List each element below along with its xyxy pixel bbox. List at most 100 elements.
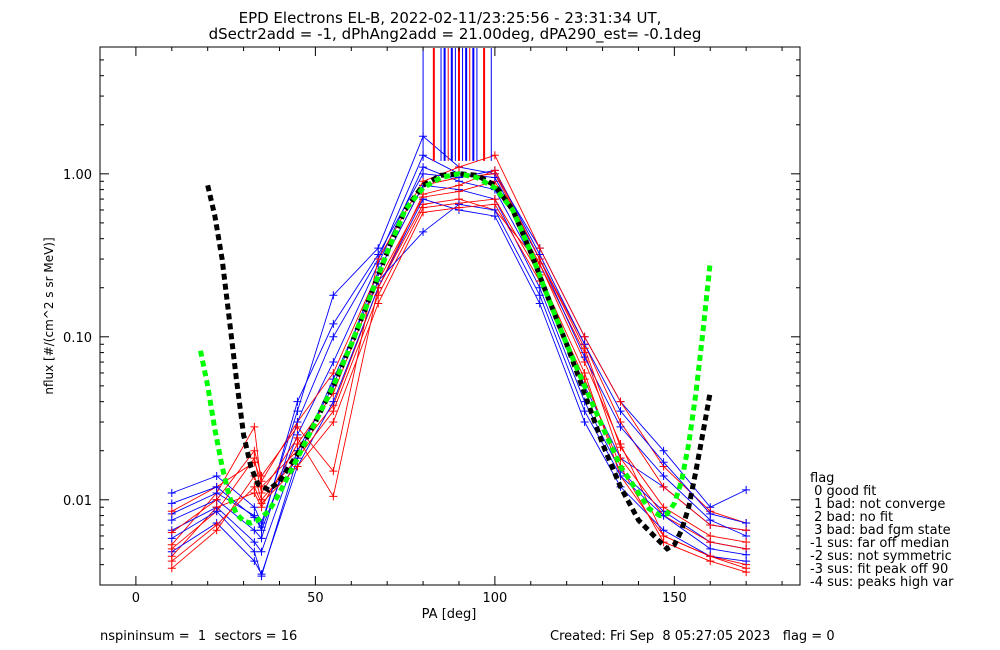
- blue-trace-point: [257, 523, 266, 532]
- blue-trace-point: [250, 538, 259, 547]
- blue-trace-line: [171, 198, 747, 576]
- blue-trace-point: [374, 250, 383, 259]
- red-trace-point: [742, 568, 751, 577]
- red-trace-point: [580, 344, 589, 353]
- blue-trace-point: [742, 550, 751, 559]
- red-trace-point: [454, 181, 463, 190]
- blue-trace-point: [250, 526, 259, 535]
- red-trace-point: [167, 557, 176, 566]
- blue-trace-point: [419, 227, 428, 236]
- blue-trace-point: [580, 407, 589, 416]
- red-trace-point: [167, 564, 176, 573]
- red-trace-point: [212, 521, 221, 530]
- blue-trace-line: [171, 203, 747, 578]
- red-trace-point: [293, 433, 302, 442]
- y-tick-label: 0.01: [63, 494, 92, 509]
- legend-item: -1 sus: far off median: [810, 536, 949, 551]
- blue-trace-point: [419, 169, 428, 178]
- blue-trace-point: [616, 407, 625, 416]
- blue-trace-point: [419, 163, 428, 172]
- red-trace-point: [329, 418, 338, 427]
- blue-trace-point: [659, 471, 668, 480]
- red-trace-point: [419, 208, 428, 217]
- x-tick-label: 150: [662, 591, 687, 606]
- blue-trace-point: [212, 482, 221, 491]
- blue-trace-point: [212, 507, 221, 516]
- blue-trace-point: [659, 446, 668, 455]
- red-trace-point: [742, 538, 751, 547]
- red-trace-point: [250, 446, 259, 455]
- blue-trace-point: [329, 332, 338, 341]
- red-trace-point: [250, 482, 259, 491]
- blue-trace-point: [212, 471, 221, 480]
- red-trace-line: [171, 198, 747, 569]
- red-trace-point: [454, 163, 463, 172]
- red-trace-line: [171, 198, 747, 566]
- blue-trace-point: [580, 353, 589, 362]
- blue-trace-point: [293, 397, 302, 406]
- blue-trace-point: [250, 503, 259, 512]
- red-trace-point: [374, 291, 383, 300]
- red-trace-point: [257, 489, 266, 498]
- blue-trace-point: [329, 291, 338, 300]
- y-axis-label: nflux [#/(cm^2 s sr MeV)]: [42, 237, 56, 394]
- blue-trace-point: [616, 422, 625, 431]
- red-trace-point: [329, 467, 338, 476]
- legend-item: -2 sus: not symmetric: [810, 549, 952, 564]
- blue-trace-point: [706, 544, 715, 553]
- red-trace-point: [659, 482, 668, 491]
- footer-right: Created: Fri Sep 8 05:27:05 2023 flag = …: [550, 629, 835, 644]
- blue-trace-line: [171, 184, 747, 553]
- legend-title: flag: [810, 471, 834, 486]
- red-trace-point: [454, 203, 463, 212]
- legend-item: -3 sus: fit peak off 90: [810, 562, 948, 577]
- y-tick-label: 0.10: [63, 331, 92, 346]
- red-trace-point: [329, 407, 338, 416]
- blue-trace-point: [742, 485, 751, 494]
- red-trace-point: [212, 495, 221, 504]
- blue-trace-point: [250, 547, 259, 556]
- blue-trace-point: [250, 513, 259, 522]
- blue-trace-point: [167, 534, 176, 543]
- blue-trace-point: [706, 509, 715, 518]
- red-trace-point: [293, 462, 302, 471]
- x-axis-label: PA [deg]: [422, 607, 477, 622]
- data-traces: [167, 48, 751, 581]
- chart-subtitle: dSectr2add = -1, dPhAng2add = 21.00deg, …: [209, 25, 702, 44]
- red-trace-point: [293, 422, 302, 431]
- blue-trace-point: [257, 547, 266, 556]
- legend-item: 0 good fit: [810, 484, 876, 499]
- red-trace-point: [580, 332, 589, 341]
- blue-trace-point: [580, 418, 589, 427]
- footer-left: nspininsum = 1 sectors = 16: [100, 629, 297, 644]
- red-trace-point: [167, 507, 176, 516]
- legend-item: 1 bad: not converge: [810, 497, 945, 512]
- blue-trace-point: [490, 173, 499, 182]
- black-fit-curve: [205, 171, 713, 552]
- blue-trace-point: [167, 489, 176, 498]
- blue-trace-point: [329, 319, 338, 328]
- red-trace-point: [616, 443, 625, 452]
- blue-trace-point: [329, 397, 338, 406]
- red-trace-point: [659, 503, 668, 512]
- red-trace-line: [171, 169, 747, 550]
- red-trace-point: [250, 422, 259, 431]
- blue-trace-point: [257, 572, 266, 581]
- red-trace-point: [535, 255, 544, 264]
- blue-trace-point: [257, 534, 266, 543]
- x-tick-label: 100: [482, 591, 507, 606]
- red-trace-point: [167, 544, 176, 553]
- blue-trace-point: [167, 499, 176, 508]
- blue-trace-point: [535, 291, 544, 300]
- red-trace-line: [171, 203, 747, 573]
- red-trace-point: [374, 299, 383, 308]
- blue-trace-point: [659, 458, 668, 467]
- legend-item: -4 sus: peaks high var: [810, 575, 954, 590]
- x-tick-label: 50: [307, 591, 324, 606]
- blue-trace-line: [171, 154, 747, 540]
- red-trace-point: [616, 397, 625, 406]
- blue-trace-point: [167, 516, 176, 525]
- red-trace-point: [706, 557, 715, 566]
- red-trace-line: [171, 173, 747, 531]
